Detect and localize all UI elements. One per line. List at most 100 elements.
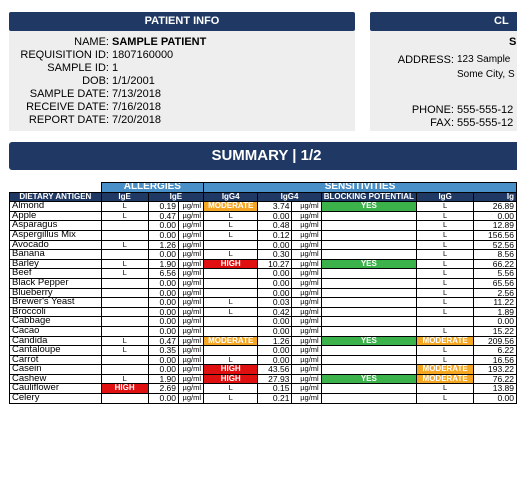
ige-unit: µg/ml [178,373,205,385]
ige-flag [100,364,149,375]
igg4-flag: L [203,383,259,395]
address-label: ADDRESS: [397,54,454,66]
igg-flag: L [415,287,475,299]
ige-value: 0.00 [147,220,180,231]
igg4-value: 10.27 [257,258,293,270]
patient-field-label: RECEIVE DATE: [26,101,109,113]
ige-unit: µg/ml [178,354,205,366]
igg4-unit: µg/ml [291,383,322,395]
igg-value: 8.56 [473,249,517,260]
igg-flag: L [415,210,475,222]
ige-flag: L [100,335,149,347]
ige-flag [100,306,149,318]
table-row: Black Pepper 0.00 µg/ml 0.00 µg/ml L 65.56 [9,277,517,289]
table-row: Barley L 1.90 µg/ml HIGH 10.27 µg/ml YES L 66.22 [9,258,517,270]
results-table: ALLERGIES SENSITIVITIES DIETARY ANTIGEN … [9,182,517,404]
blocking-potential [320,239,417,251]
igg-flag: MODERATE [415,373,475,385]
ige-unit: µg/ml [178,364,205,375]
patient-field-label: DOB: [82,75,109,87]
igg4-unit: µg/ml [291,345,322,356]
antigen-name: Aspergillus Mix [9,229,102,241]
clinic-info-panel: S ADDRESS: 123 Sample Some City, S PHONE… [370,31,517,131]
patient-field-value: 7/16/2018 [112,101,161,113]
igg-flag: L [415,393,475,404]
blocking-potential [320,316,417,327]
patient-field-label: SAMPLE DATE: [29,88,109,100]
ige-unit: µg/ml [178,393,205,404]
igg4-flag [203,239,259,251]
igg-value: 0.00 [473,316,517,327]
igg4-unit: µg/ml [291,306,322,318]
summary-banner: SUMMARY | 1/2 [9,142,517,170]
blocking-potential [320,287,417,299]
igg-flag: L [415,383,475,395]
igg4-value: 0.00 [257,239,293,251]
igg-value: 76.22 [473,373,517,385]
igg-flag: L [415,354,475,366]
igg4-flag: HIGH [203,364,259,375]
ige-value: 0.00 [147,364,180,375]
antigen-name: Cantaloupe [9,345,102,356]
col-dietary-antigen: DIETARY ANTIGEN [9,191,102,203]
igg-value: 5.56 [473,268,517,279]
blocking-potential [320,364,417,375]
ige-value: 0.00 [147,393,180,404]
ige-flag: L [100,201,149,212]
igg4-value: 0.15 [257,383,293,395]
igg-value: 2.56 [473,287,517,299]
igg4-flag [203,268,259,279]
ige-unit: µg/ml [178,201,205,212]
antigen-name: Cauliflower [9,383,102,395]
igg4-value: 0.42 [257,306,293,318]
table-row: Celery 0.00 µg/ml L 0.21 µg/ml L 0.00 [9,393,517,404]
blocking-potential [320,325,417,337]
ige-value: 0.35 [147,345,180,356]
blocking-potential [320,220,417,231]
ige-value: 1.90 [147,258,180,270]
igg-value: 1.89 [473,306,517,318]
blocking-potential [320,210,417,222]
antigen-name: Avocado [9,239,102,251]
ige-flag [100,325,149,337]
table-row: Avocado L 1.26 µg/ml 0.00 µg/ml L 52.56 [9,239,517,251]
ige-value: 0.00 [147,297,180,308]
igg4-value: 0.30 [257,249,293,260]
patient-field-value: 1807160000 [112,49,174,61]
col-ige-flag: IgE [100,191,149,203]
ige-flag [100,287,149,299]
igg4-value: 27.93 [257,373,293,385]
igg4-flag: HIGH [203,258,259,270]
ige-flag [100,316,149,327]
ige-value: 0.19 [147,201,180,212]
igg4-value: 0.12 [257,229,293,241]
ige-unit: µg/ml [178,335,205,347]
table-row: Brewer's Yeast 0.00 µg/ml L 0.03 µg/ml L 11.22 [9,297,517,308]
ige-flag: L [100,345,149,356]
antigen-name: Cacao [9,325,102,337]
igg-value: 11.22 [473,297,517,308]
igg-flag: L [415,325,475,337]
igg-value: 15.22 [473,325,517,337]
igg4-unit: µg/ml [291,220,322,231]
ige-value: 6.56 [147,268,180,279]
igg4-unit: µg/ml [291,393,322,404]
igg4-unit: µg/ml [291,316,322,327]
ige-unit: µg/ml [178,220,205,231]
igg4-value: 0.00 [257,354,293,366]
igg-value: 209.56 [473,335,517,347]
ige-unit: µg/ml [178,297,205,308]
table-row: Apple L 0.47 µg/ml L 0.00 µg/ml L 0.00 [9,210,517,222]
ige-value: 0.00 [147,306,180,318]
ige-unit: µg/ml [178,306,205,318]
patient-field-label: NAME: [74,36,109,48]
table-row: Cauliflower HIGH 2.69 µg/ml L 0.15 µg/ml L 13.89 [9,383,517,395]
antigen-name: Candida [9,335,102,347]
blocking-potential: YES [320,335,417,347]
igg4-unit: µg/ml [291,325,322,337]
igg4-unit: µg/ml [291,277,322,289]
antigen-name: Apple [9,210,102,222]
fax-value: 555-555-12 [457,117,514,129]
igg4-flag: L [203,210,259,222]
ige-flag: HIGH [100,383,149,395]
